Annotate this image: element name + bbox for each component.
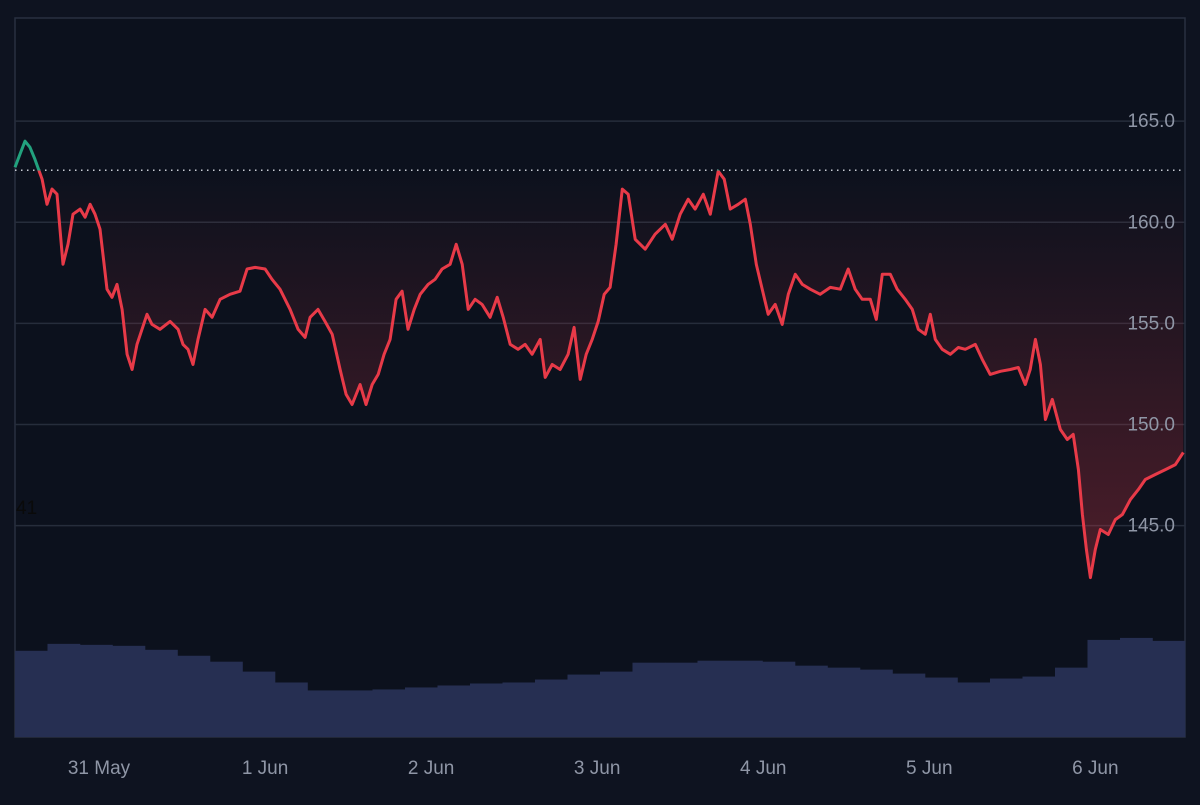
x-tick-label: 1 Jun	[242, 758, 288, 779]
x-tick-label: 3 Jun	[574, 758, 620, 779]
volume-bar	[177, 655, 211, 737]
volume-bar	[535, 679, 568, 737]
volume-bar	[892, 673, 926, 737]
volume-bar	[1055, 667, 1088, 737]
volume-bar	[762, 661, 796, 737]
volume-bar	[665, 662, 698, 737]
volume-bar	[1152, 640, 1186, 737]
volume-bar	[210, 661, 243, 737]
volume-bar	[372, 689, 406, 737]
volume-bar	[307, 690, 341, 737]
plot-area	[14, 17, 1186, 738]
volume-bar	[470, 683, 503, 737]
volume-bar	[15, 650, 48, 737]
annotation: 41	[16, 498, 37, 519]
volume-bar	[1022, 676, 1056, 737]
volume-bar	[145, 649, 178, 737]
volume-bar	[957, 682, 991, 737]
volume-bar	[242, 671, 276, 737]
volume-bar	[437, 685, 471, 737]
x-tick-label: 5 Jun	[906, 758, 952, 779]
volume-bar	[567, 674, 601, 737]
volume-bar	[502, 682, 536, 737]
x-tick-label: 4 Jun	[740, 758, 786, 779]
y-tick-label: 165.0	[1127, 111, 1175, 132]
volume-bar	[47, 643, 81, 737]
y-tick-label: 160.0	[1127, 212, 1175, 233]
volume-bar	[632, 662, 666, 737]
volume-bar	[1087, 639, 1121, 737]
volume-bar	[80, 644, 113, 737]
volume-bar	[795, 665, 828, 737]
y-tick-label: 150.0	[1127, 415, 1175, 436]
x-tick-label: 6 Jun	[1072, 758, 1118, 779]
volume-bar	[112, 645, 146, 737]
x-tick-label: 31 May	[68, 758, 131, 779]
x-tick-label: 2 Jun	[408, 758, 454, 779]
volume-bar	[860, 669, 893, 737]
volume-bar	[730, 660, 763, 737]
volume-bar	[697, 660, 731, 737]
area	[15, 170, 1184, 578]
volume-bar	[827, 667, 861, 737]
volume-bar	[600, 671, 633, 737]
volume-bar	[925, 677, 958, 737]
price-line	[13, 139, 1185, 580]
volume-bar	[1120, 637, 1153, 737]
volume-bar	[275, 682, 308, 737]
volume-bar	[405, 687, 438, 737]
y-tick-label: 145.0	[1127, 516, 1175, 537]
y-tick-label: 155.0	[1127, 313, 1175, 334]
volume-bar	[340, 690, 373, 737]
volume-bar	[990, 678, 1023, 737]
